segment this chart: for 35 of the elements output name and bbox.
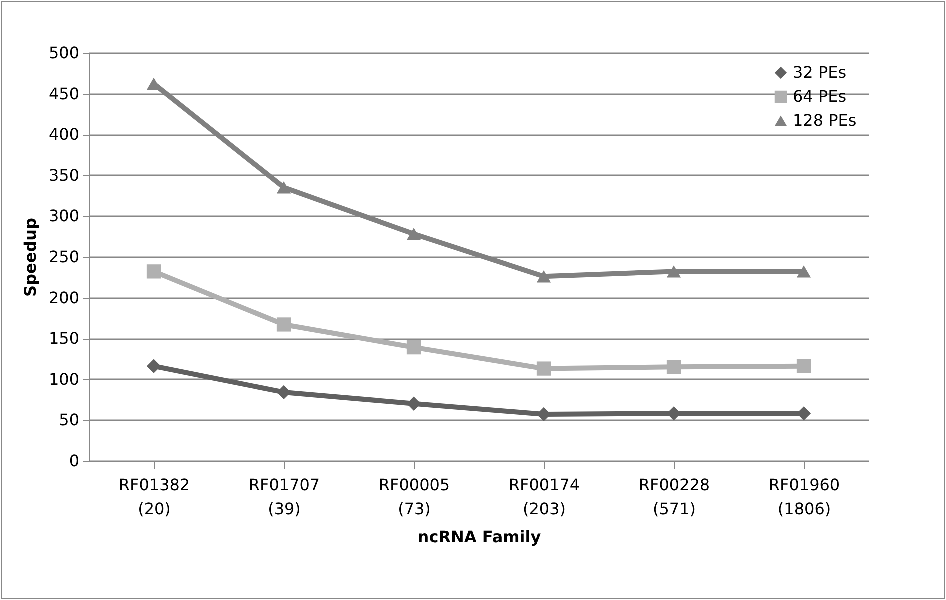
point: [406, 396, 422, 411]
point: [796, 359, 812, 374]
legend-label: 64 PEs: [793, 87, 847, 106]
point: [276, 318, 292, 332]
x-axis-title: ncRNA Family: [418, 528, 542, 546]
y-tick-label: 450: [48, 84, 80, 104]
x-tick-label: RF00005 (73): [378, 476, 450, 518]
x-tick-label: RF00228 (571): [638, 476, 710, 518]
y-tick-label: 250: [48, 248, 80, 266]
point: [146, 359, 162, 374]
y-tick-label: 300: [48, 206, 80, 226]
y-tick-label: 50: [59, 410, 80, 430]
point: [406, 340, 422, 355]
x-tick-label: RF01707 (39): [248, 476, 320, 518]
y-tick-label: 350: [48, 166, 80, 185]
legend-label: 32 PEs: [793, 63, 847, 82]
x-tick-label: RF01382 (20): [118, 476, 190, 518]
y-tick-label: 400: [48, 125, 80, 144]
y-tick-label: 200: [48, 288, 80, 308]
point: [536, 362, 552, 376]
point: [406, 228, 422, 240]
point: [666, 266, 682, 278]
point: [796, 266, 812, 278]
x-tick-label: RF01960 (1806): [768, 476, 840, 518]
y-axis-title: Speedup: [20, 218, 40, 297]
y-tick-label: 100: [48, 370, 80, 389]
y-tick-label: 0: [69, 452, 80, 470]
point: [666, 360, 682, 374]
point: [276, 182, 292, 194]
legend-label: 128 PEs: [793, 111, 857, 130]
point: [146, 264, 162, 279]
point: [536, 270, 552, 283]
x-tick-label: RF00174 (203): [508, 476, 580, 518]
y-tick-label: 150: [48, 329, 80, 348]
y-tick-label: 500: [48, 44, 80, 62]
